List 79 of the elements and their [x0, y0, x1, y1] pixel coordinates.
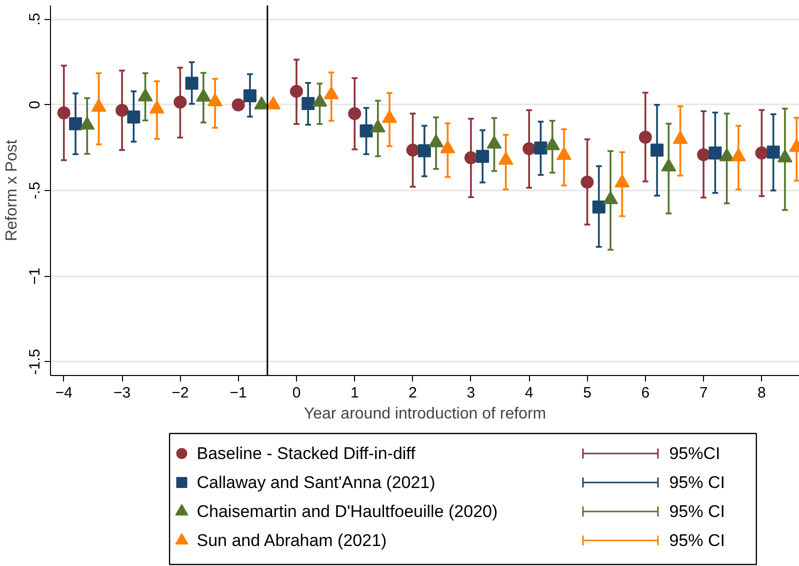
point: [208, 93, 223, 106]
point: [290, 84, 303, 98]
x-tick-label: 1: [350, 384, 359, 402]
point: [196, 88, 211, 102]
point: [406, 144, 420, 157]
point: [464, 151, 478, 164]
point: [603, 190, 618, 204]
point: [254, 96, 270, 110]
legend-label: Callaway and Sant'Anna (2021): [196, 473, 436, 492]
text: 95% CI: [669, 502, 725, 521]
x-tick-label: 0: [292, 384, 301, 402]
point: [650, 144, 664, 157]
point: [185, 76, 198, 90]
point: [708, 146, 722, 160]
point: [360, 124, 373, 138]
x-tick-label: 8: [758, 384, 766, 402]
point: [382, 110, 398, 123]
x-tick-label: 5: [583, 384, 592, 402]
point: [174, 96, 187, 109]
point: [370, 119, 386, 132]
text: 95%CI: [669, 444, 720, 463]
legend-label: Chaisemartin and D'Haultfoeuille (2020): [196, 502, 498, 521]
y-tick-label: 0: [26, 100, 44, 110]
point: [348, 107, 362, 120]
x-tick-label: −1: [230, 384, 247, 402]
x-tick-label: −4: [55, 384, 72, 402]
point: [232, 98, 245, 112]
point: [440, 140, 456, 154]
text: 95% CI: [669, 531, 725, 550]
point: [498, 152, 514, 165]
point: [661, 158, 676, 172]
point: [580, 176, 594, 189]
point: [730, 148, 746, 162]
point: [476, 150, 490, 163]
point: [91, 98, 106, 112]
point: [697, 148, 710, 162]
text: 95% CI: [669, 473, 725, 492]
x-tick-label: 6: [641, 384, 650, 402]
point: [312, 94, 328, 107]
point: [57, 106, 70, 120]
point: [138, 88, 153, 102]
x-tick-label: 3: [466, 384, 476, 402]
x-tick-label: −2: [172, 384, 189, 402]
x-tick-label: −3: [113, 384, 131, 402]
point: [428, 134, 444, 148]
point: [777, 149, 792, 162]
point: [672, 130, 688, 144]
point: [127, 110, 140, 124]
point: [302, 96, 315, 110]
point: [266, 96, 281, 110]
point: [80, 116, 95, 130]
point: [544, 137, 560, 150]
point: [149, 100, 164, 114]
point: [486, 135, 502, 149]
point: [243, 89, 256, 102]
point: [418, 144, 431, 158]
y-tick-label: .5: [26, 12, 44, 26]
point: [614, 174, 630, 188]
y-tick-label: -1.5: [26, 348, 44, 375]
y-tick-label: -.5: [26, 182, 44, 200]
x-axis-title: Year around introduction of reform: [304, 406, 546, 422]
legend-label: Baseline - Stacked Diff-in-diff: [196, 444, 416, 463]
point: [755, 146, 768, 160]
point: [69, 117, 82, 130]
point: [592, 200, 606, 214]
point: [556, 146, 572, 160]
x-tick-label: 7: [699, 384, 708, 402]
point: [534, 142, 548, 155]
y-axis-title: Reform x Post: [4, 139, 20, 242]
point: [116, 104, 129, 117]
x-tick-label: 4: [524, 384, 534, 402]
x-tick-label: 2: [408, 384, 417, 402]
point: [719, 148, 734, 162]
y-tick-label: −1: [26, 268, 44, 285]
legend-label: Sun and Abraham (2021): [196, 531, 387, 550]
point: [522, 142, 536, 156]
point: [638, 130, 652, 144]
point: [324, 86, 339, 100]
point: [766, 146, 780, 159]
